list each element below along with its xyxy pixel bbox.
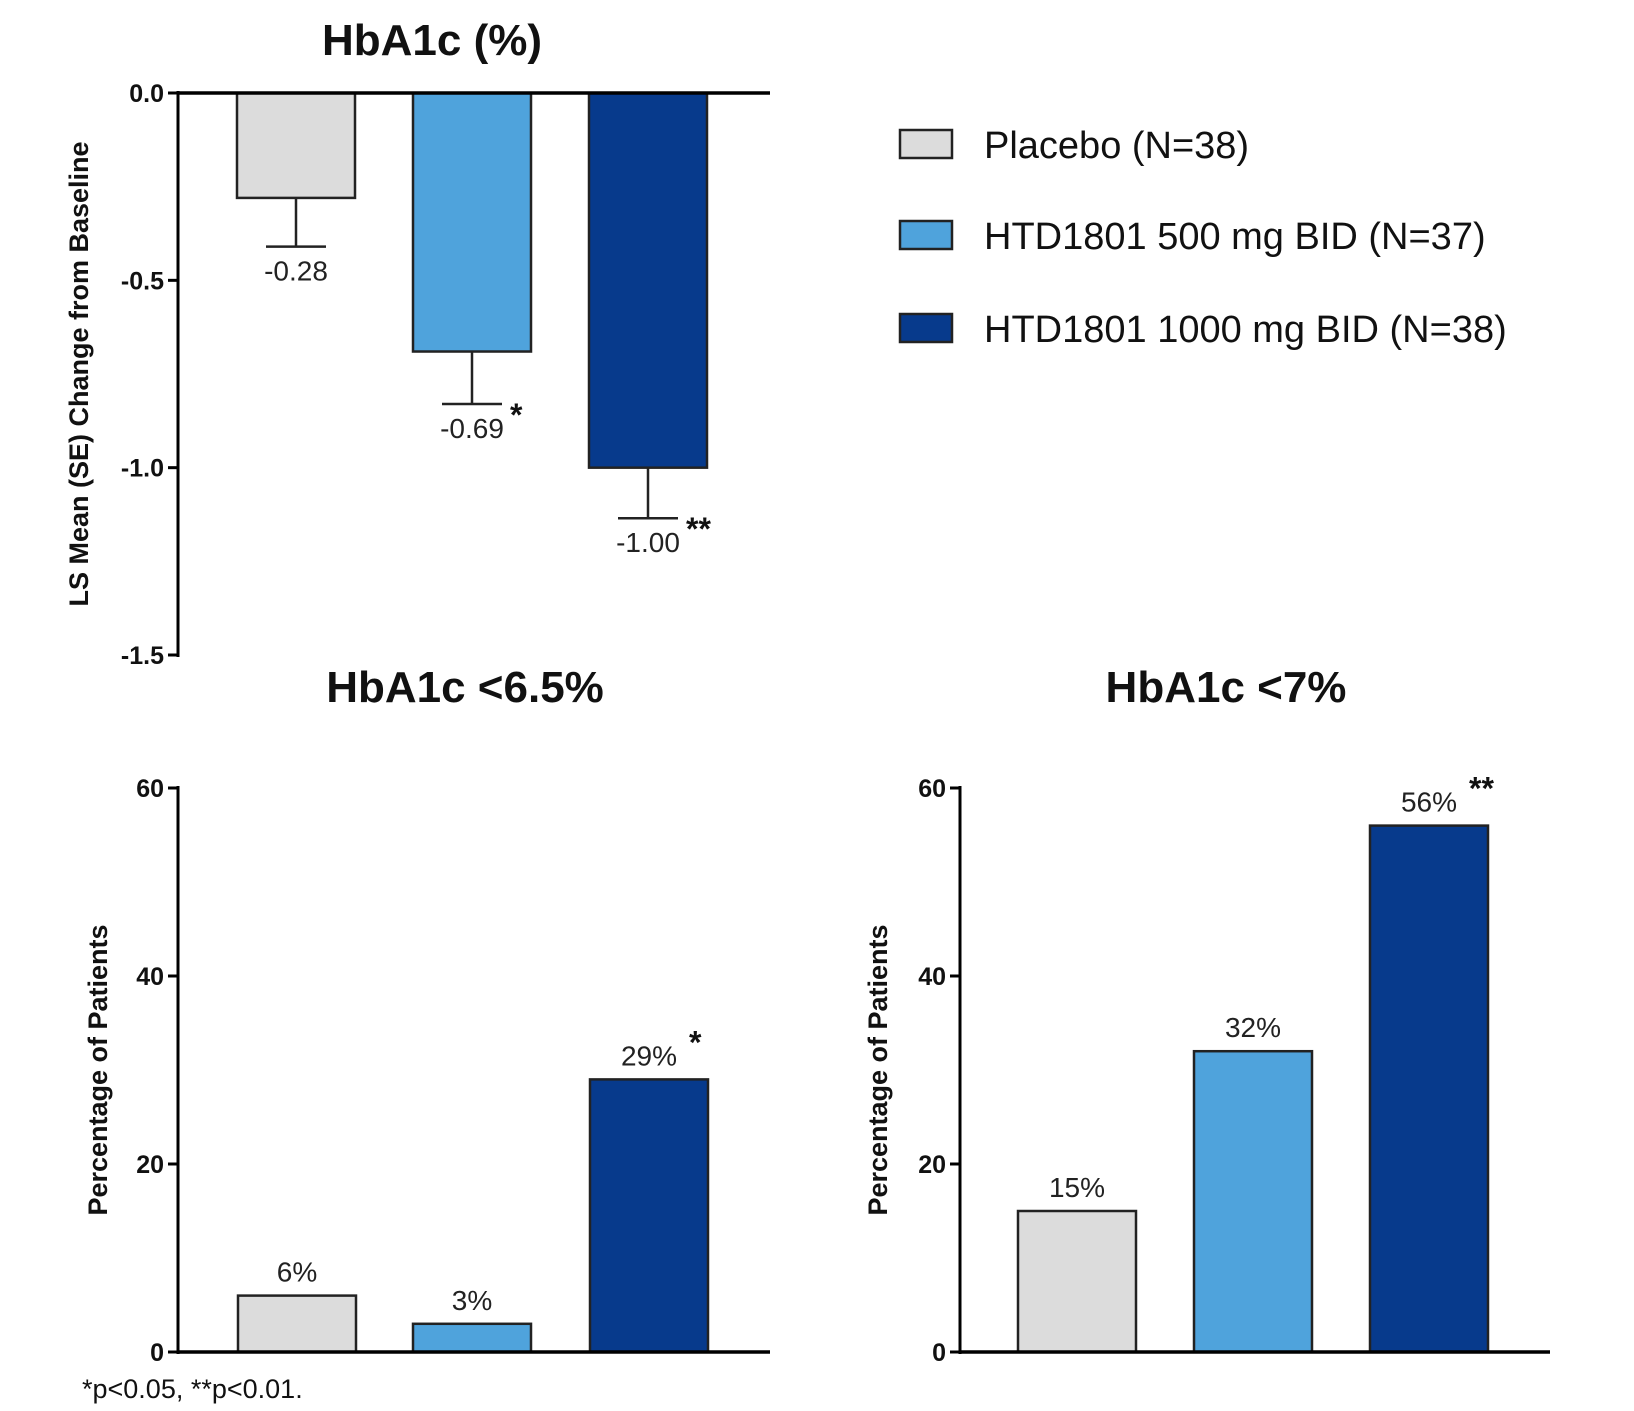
- data-label: 32%: [1225, 1012, 1281, 1043]
- significance-marker: **: [686, 511, 711, 547]
- bar: [1192, 1049, 1314, 1354]
- chart-title: HbA1c <6.5%: [326, 663, 604, 712]
- y-tick-label: 60: [918, 775, 946, 803]
- y-tick-label: 0.0: [129, 80, 164, 108]
- data-label: 3%: [452, 1285, 492, 1316]
- y-tick-label: 60: [136, 775, 164, 803]
- y-tick-label: -1.5: [121, 642, 164, 670]
- bar: [587, 91, 709, 469]
- bar: [1016, 1209, 1138, 1354]
- data-label: 15%: [1049, 1172, 1105, 1203]
- y-axis-label: Percentage of Patients: [863, 924, 893, 1215]
- bar: [236, 1294, 358, 1354]
- y-tick-label: 40: [918, 963, 946, 991]
- data-label: -1.00: [616, 527, 680, 558]
- y-tick-label: 0: [932, 1339, 946, 1367]
- bar: [235, 91, 357, 200]
- legend-label: Placebo (N=38): [984, 125, 1249, 167]
- legend-swatch: [898, 219, 954, 251]
- y-tick-label: 20: [918, 1151, 946, 1179]
- bar: [1368, 824, 1490, 1354]
- data-label: 56%: [1401, 787, 1457, 818]
- chart-title: HbA1c <7%: [1106, 663, 1347, 712]
- bar: [588, 1078, 710, 1354]
- y-tick-label: 40: [136, 963, 164, 991]
- significance-marker: *: [510, 397, 523, 433]
- legend-label: HTD1801 1000 mg BID (N=38): [984, 309, 1507, 351]
- legend-swatch: [898, 128, 954, 160]
- significance-marker: *: [689, 1024, 702, 1060]
- y-tick-label: 20: [136, 1151, 164, 1179]
- chart-title: HbA1c (%): [322, 16, 542, 65]
- y-tick-label: -1.0: [121, 455, 164, 483]
- footnote: *p<0.05, **p<0.01.: [82, 1374, 303, 1404]
- data-label: 6%: [277, 1257, 317, 1288]
- data-label: 29%: [621, 1040, 677, 1071]
- legend-label: HTD1801 500 mg BID (N=37): [984, 216, 1486, 258]
- y-axis-label: Percentage of Patients: [83, 924, 113, 1215]
- legend-swatch: [898, 312, 954, 344]
- bar: [411, 1322, 533, 1354]
- y-tick-label: 0: [150, 1339, 164, 1367]
- data-label: -0.28: [264, 256, 328, 287]
- data-label: -0.69: [440, 413, 504, 444]
- significance-marker: **: [1469, 771, 1494, 807]
- bar: [411, 91, 533, 353]
- y-tick-label: -0.5: [121, 267, 164, 295]
- y-axis-label: LS Mean (SE) Change from Baseline: [64, 141, 94, 606]
